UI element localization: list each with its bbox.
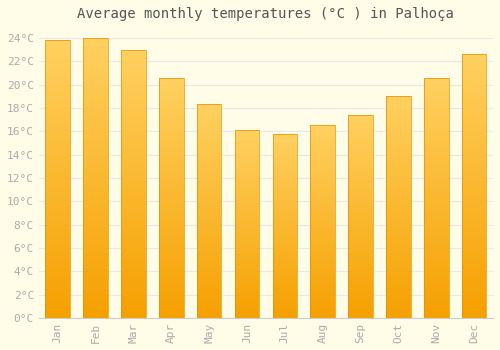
Bar <box>310 125 335 318</box>
Bar <box>272 134 297 318</box>
Bar <box>84 38 108 318</box>
Bar <box>197 104 222 318</box>
Bar <box>121 50 146 318</box>
Title: Average monthly temperatures (°C ) in Palhoça: Average monthly temperatures (°C ) in Pa… <box>78 7 454 21</box>
Bar <box>348 115 373 318</box>
Bar <box>386 96 410 318</box>
Bar <box>462 54 486 318</box>
Bar <box>234 130 260 318</box>
Bar <box>424 78 448 318</box>
Bar <box>159 78 184 318</box>
Bar <box>46 40 70 318</box>
